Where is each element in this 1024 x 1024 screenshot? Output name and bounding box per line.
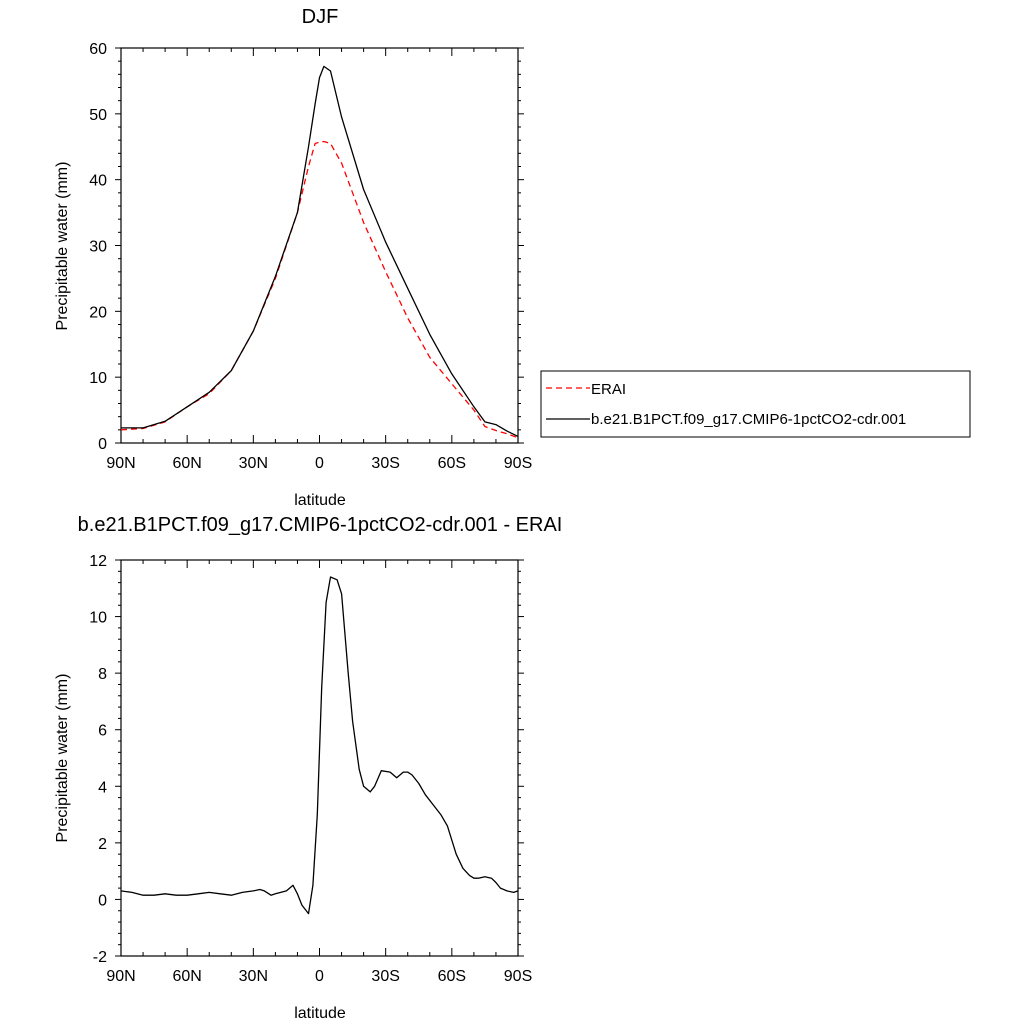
- x-axis-label: latitude: [294, 492, 346, 509]
- x-tick-label: 30N: [239, 455, 268, 472]
- y-tick-label: 40: [89, 173, 107, 190]
- x-tick-label: 60N: [172, 455, 201, 472]
- chart-title: b.e21.B1PCT.f09_g17.CMIP6-1pctCO2-cdr.00…: [78, 514, 563, 536]
- legend-label-model: b.e21.B1PCT.f09_g17.CMIP6-1pctCO2-cdr.00…: [591, 411, 906, 428]
- axis-ticks: [115, 47, 524, 444]
- y-tick-label: 10: [89, 610, 107, 627]
- y-tick-label: 60: [89, 41, 107, 58]
- x-tick-label: 60S: [438, 968, 466, 985]
- x-tick-labels: 90N 60N 30N 0 30S 60S 90S: [106, 968, 532, 985]
- x-tick-label: 60S: [438, 455, 466, 472]
- y-tick-labels: 0 10 20 30 40 50 60: [89, 41, 107, 453]
- y-tick-label: -2: [93, 949, 107, 966]
- y-tick-labels: -2 0 2 4 6 8 10 12: [89, 553, 107, 966]
- chart-title: DJF: [302, 6, 339, 28]
- x-tick-label: 0: [315, 968, 324, 985]
- y-tick-label: 50: [89, 107, 107, 124]
- legend-label-erai: ERAI: [591, 381, 626, 398]
- x-tick-label: 90N: [106, 455, 135, 472]
- legend: ERAI b.e21.B1PCT.f09_g17.CMIP6-1pctCO2-c…: [540, 370, 971, 438]
- x-tick-label: 60N: [172, 968, 201, 985]
- x-axis-label: latitude: [294, 1005, 346, 1022]
- series-lines: [120, 65, 519, 439]
- series-line-erai: [120, 140, 519, 439]
- series-lines: [120, 576, 519, 915]
- x-tick-label: 90S: [504, 455, 532, 472]
- x-tick-label: 90S: [504, 968, 532, 985]
- x-tick-label: 30N: [239, 968, 268, 985]
- difference-panel: b.e21.B1PCT.f09_g17.CMIP6-1pctCO2-cdr.00…: [54, 514, 562, 1022]
- x-tick-label: 0: [315, 455, 324, 472]
- y-tick-label: 10: [89, 370, 107, 387]
- x-tick-label: 30S: [371, 968, 399, 985]
- series-line-model: [121, 65, 519, 437]
- y-tick-label: 6: [98, 723, 107, 740]
- y-tick-label: 2: [98, 836, 107, 853]
- y-tick-label: 0: [98, 892, 107, 909]
- y-tick-label: 8: [98, 666, 107, 683]
- x-tick-labels: 90N 60N 30N 0 30S 60S 90S: [106, 455, 532, 472]
- y-tick-label: 30: [89, 239, 107, 256]
- y-tick-label: 20: [89, 304, 107, 321]
- y-tick-label: 4: [98, 779, 107, 796]
- series-line-difference: [120, 576, 519, 915]
- axis-ticks: [115, 559, 524, 957]
- y-tick-label: 0: [98, 436, 107, 453]
- legend-box: [540, 370, 971, 438]
- y-tick-label: 12: [89, 553, 107, 570]
- djf-panel: DJF 0 10 20 30 40 50 60 90N 60N 30N 0 30S 60S 90S Pr…: [54, 6, 532, 509]
- y-axis-label: Precipitable water (mm): [54, 674, 71, 843]
- y-axis-label: Precipitable water (mm): [54, 162, 71, 331]
- x-tick-label: 30S: [371, 455, 399, 472]
- x-tick-label: 90N: [106, 968, 135, 985]
